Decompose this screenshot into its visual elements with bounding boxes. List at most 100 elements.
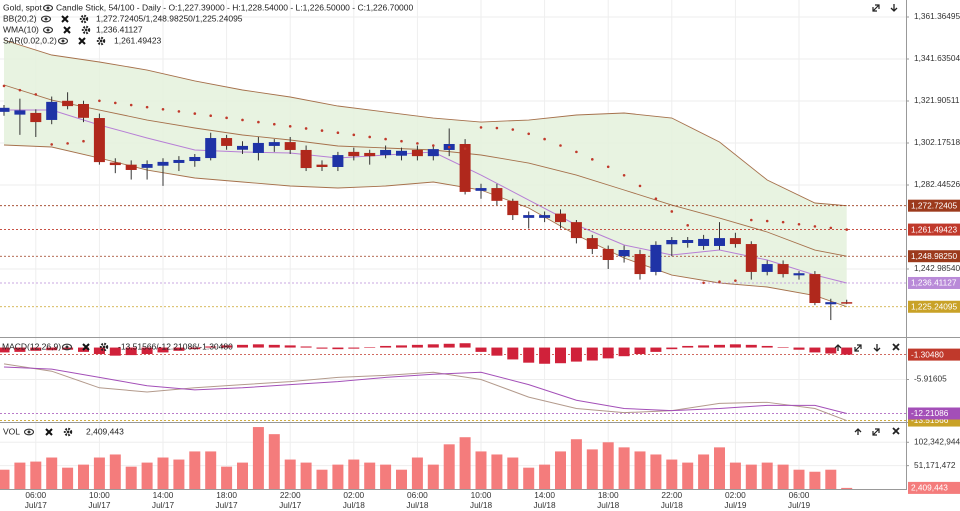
macd-histogram-bar xyxy=(0,347,10,353)
candle-body xyxy=(300,149,312,169)
candle-body xyxy=(427,149,439,157)
candle-body xyxy=(284,142,296,150)
candle-body xyxy=(841,302,853,304)
x-tick-date: Jul/18 xyxy=(597,500,620,510)
volume-bar xyxy=(539,464,551,489)
candle-body xyxy=(364,152,376,157)
macd-histogram-bar xyxy=(825,347,837,354)
indicator-name: WMA(10) xyxy=(3,24,39,34)
volume-bar xyxy=(411,457,423,489)
sar-dot xyxy=(432,144,435,147)
macd-histogram-bar xyxy=(698,345,710,348)
volume-bar xyxy=(189,451,201,489)
close-button[interactable] xyxy=(892,427,900,435)
candle-body xyxy=(221,138,233,146)
candle-body xyxy=(507,200,519,216)
volume-bar xyxy=(841,487,853,489)
x-tick-date: Jul/18 xyxy=(661,500,684,510)
volume-bar xyxy=(332,464,344,489)
expand-button[interactable] xyxy=(872,4,880,12)
indicator-value: 1,236.41127 xyxy=(96,24,143,34)
volume-bar xyxy=(555,451,566,489)
volume-bar xyxy=(650,454,662,489)
volume-bar xyxy=(427,464,439,489)
candle-body xyxy=(0,107,10,112)
panel-controls xyxy=(834,4,900,436)
sar-dot xyxy=(114,101,117,105)
expand-button[interactable] xyxy=(872,428,880,436)
volume-bar xyxy=(14,462,26,489)
macd-histogram-bar xyxy=(30,347,42,351)
value-box-label: 2,409,443 xyxy=(911,483,948,493)
candle-body xyxy=(714,238,725,246)
macd-histogram-bar xyxy=(586,347,598,361)
macd-histogram-bar xyxy=(125,347,137,356)
chart-subtitle: Candle Stick, 54/100 - Daily - O:1,227.3… xyxy=(56,2,414,12)
sar-dot xyxy=(98,99,101,103)
macd-histogram-bar xyxy=(666,347,678,350)
sar-dot xyxy=(622,173,626,177)
sar-dot xyxy=(209,114,212,117)
value-box-label: 1,236.41127 xyxy=(911,278,957,288)
sar-dot xyxy=(734,279,737,282)
volume-bar xyxy=(729,462,741,489)
volume-bar xyxy=(205,451,217,489)
sar-dot xyxy=(591,158,594,161)
macd-histogram-bar xyxy=(650,347,662,352)
indicator-name: VOL xyxy=(3,426,20,436)
move-up-button[interactable] xyxy=(854,428,862,435)
macd-histogram-bar xyxy=(539,347,551,364)
macd-histogram-bar xyxy=(809,347,821,353)
volume-bar xyxy=(491,454,503,489)
macd-histogram-bar xyxy=(714,344,725,348)
candle-body xyxy=(14,110,26,115)
y-tick-label: -5.91605 xyxy=(914,374,947,384)
macd-histogram-bar xyxy=(141,347,153,355)
x-tick-date: Jul/18 xyxy=(534,500,557,510)
sar-dot xyxy=(384,137,387,141)
x-tick-label: 02:00 xyxy=(725,490,746,500)
value-box xyxy=(908,199,960,212)
macd-histogram-bar xyxy=(682,345,694,348)
macd-histogram-bar xyxy=(332,347,344,350)
volume-bar xyxy=(475,451,487,489)
volume-bar xyxy=(507,457,519,489)
candle-body xyxy=(666,240,678,245)
y-tick-label: 1,302.17518 xyxy=(914,137,960,147)
candle-body xyxy=(62,100,74,107)
volume-bar xyxy=(570,439,582,489)
macd-histogram-bar xyxy=(284,345,296,348)
sar-dot xyxy=(177,110,181,113)
axes: 06:00Jul/1710:00Jul/1714:00Jul/1718:00Ju… xyxy=(25,11,960,510)
move-down-button[interactable] xyxy=(890,4,898,12)
x-tick-date: Jul/18 xyxy=(470,500,493,510)
x-tick-label: 18:00 xyxy=(598,490,619,500)
y-tick-label: 1,242.98540 xyxy=(914,263,960,273)
candle-body xyxy=(761,264,773,272)
sar-dot xyxy=(416,142,419,145)
macd-histogram-bar xyxy=(221,345,233,348)
indicator-name: BB(20,2) xyxy=(3,13,37,23)
y-tick-label: 1,321.90511 xyxy=(914,95,960,105)
value-box xyxy=(908,300,960,313)
candle-body xyxy=(380,149,392,156)
candle-body xyxy=(125,164,137,170)
sar-dot xyxy=(781,220,785,224)
candle-body xyxy=(777,264,789,275)
sar-dot xyxy=(718,280,721,284)
volume-bar xyxy=(618,447,630,489)
close-button[interactable] xyxy=(892,343,900,351)
sar-dot xyxy=(495,126,499,130)
candle-body xyxy=(78,103,89,118)
candle-body xyxy=(252,142,264,153)
sar-dot xyxy=(225,116,228,120)
expand-button[interactable] xyxy=(854,344,862,352)
volume-bar xyxy=(793,469,805,489)
move-up-button[interactable] xyxy=(834,344,842,351)
signal-line xyxy=(3,366,847,414)
macd-histogram-bar xyxy=(777,347,789,348)
move-down-button[interactable] xyxy=(873,344,881,352)
sar-dot xyxy=(18,88,22,92)
macd-histogram-bar xyxy=(157,347,169,353)
